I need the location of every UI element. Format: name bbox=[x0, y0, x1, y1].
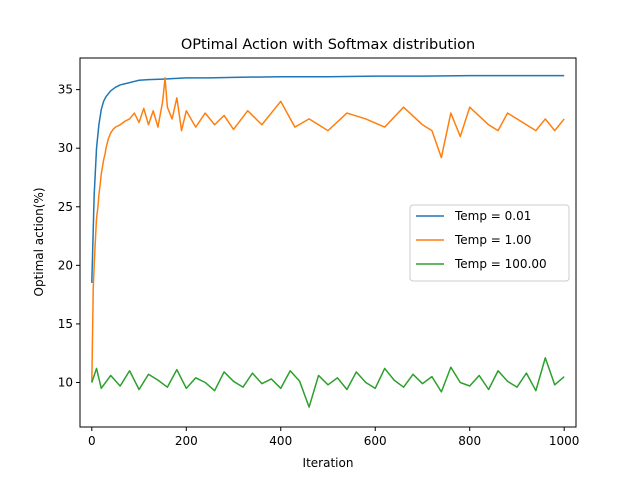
y-axis: 10 15 20 25 30 35 bbox=[58, 83, 80, 389]
y-tick-label-3: 25 bbox=[58, 200, 73, 214]
x-axis-label: Iteration bbox=[303, 456, 354, 470]
y-tick-label-2: 20 bbox=[58, 258, 73, 272]
x-axis: 0 200 400 600 800 1000 bbox=[88, 427, 579, 448]
axes-frame bbox=[79, 57, 577, 428]
legend: Temp = 0.01 Temp = 1.00 Temp = 100.00 bbox=[409, 204, 570, 282]
y-tick-label-1: 15 bbox=[58, 317, 73, 331]
x-tick-label-5: 1000 bbox=[549, 434, 580, 448]
legend-label-1: Temp = 1.00 bbox=[454, 233, 531, 247]
y-axis-label: Optimal action(%) bbox=[32, 188, 46, 297]
y-tick-label-4: 30 bbox=[58, 141, 73, 155]
series-line-0 bbox=[91, 74, 565, 283]
x-tick-label-3: 600 bbox=[364, 434, 387, 448]
series-line-2 bbox=[91, 357, 565, 408]
x-tick-label-4: 800 bbox=[458, 434, 481, 448]
x-tick-label-2: 400 bbox=[269, 434, 292, 448]
legend-box bbox=[409, 204, 570, 282]
legend-label-0: Temp = 0.01 bbox=[454, 209, 531, 223]
x-tick-label-1: 200 bbox=[175, 434, 198, 448]
chart-title: OPtimal Action with Softmax distribution bbox=[181, 37, 475, 53]
y-tick-label-5: 35 bbox=[58, 83, 73, 97]
series-line-1 bbox=[91, 77, 565, 383]
x-tick-label-0: 0 bbox=[88, 434, 96, 448]
legend-label-2: Temp = 100.00 bbox=[454, 257, 547, 271]
y-tick-label-0: 10 bbox=[58, 375, 73, 389]
plot-area bbox=[91, 74, 565, 408]
